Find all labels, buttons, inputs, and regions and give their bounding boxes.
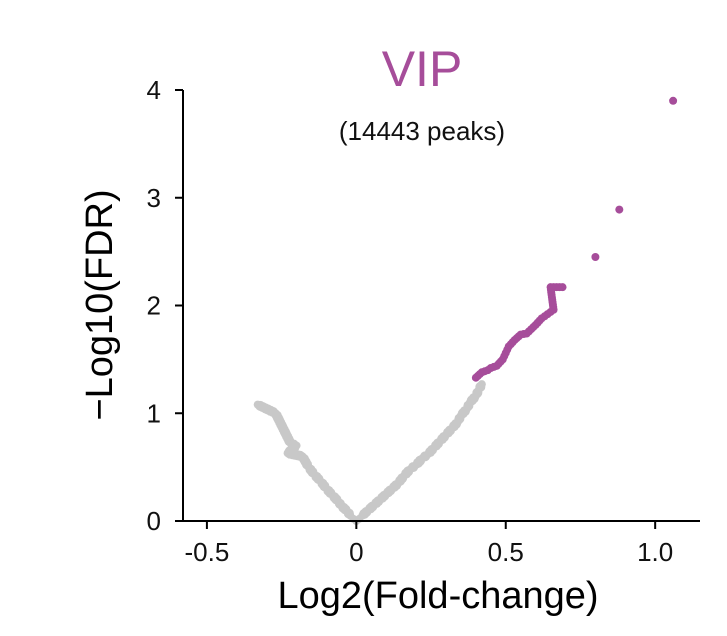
significant-point (555, 283, 564, 292)
x-tick-label: 0 (349, 537, 363, 567)
x-tick-label: 0.5 (488, 537, 524, 567)
significant-point (480, 367, 489, 376)
x-tick-label: -0.5 (185, 537, 230, 567)
significant-point (669, 96, 678, 105)
y-tick-label: 0 (147, 506, 161, 536)
axis-ticks: -0.5 0 0.5 1.0 0 1 2 3 4 (147, 75, 674, 567)
not-significant-point (343, 508, 354, 519)
y-tick-label: 4 (147, 75, 161, 105)
y-tick-label: 2 (147, 291, 161, 321)
data-points (253, 96, 678, 525)
significant-point (615, 205, 624, 214)
x-tick-label: 1.0 (637, 537, 673, 567)
chart-subtitle: (14443 peaks) (339, 116, 505, 146)
not-significant-point (475, 381, 486, 392)
chart-title: VIP (382, 41, 463, 97)
significant-point (591, 253, 600, 262)
significant-point (500, 352, 509, 361)
y-tick-label: 1 (147, 398, 161, 428)
significant-point (540, 312, 549, 321)
y-tick-label: 3 (147, 183, 161, 213)
x-axis-title: Log2(Fold-change) (277, 575, 598, 617)
y-axis-title: −Log10(FDR) (79, 189, 121, 420)
